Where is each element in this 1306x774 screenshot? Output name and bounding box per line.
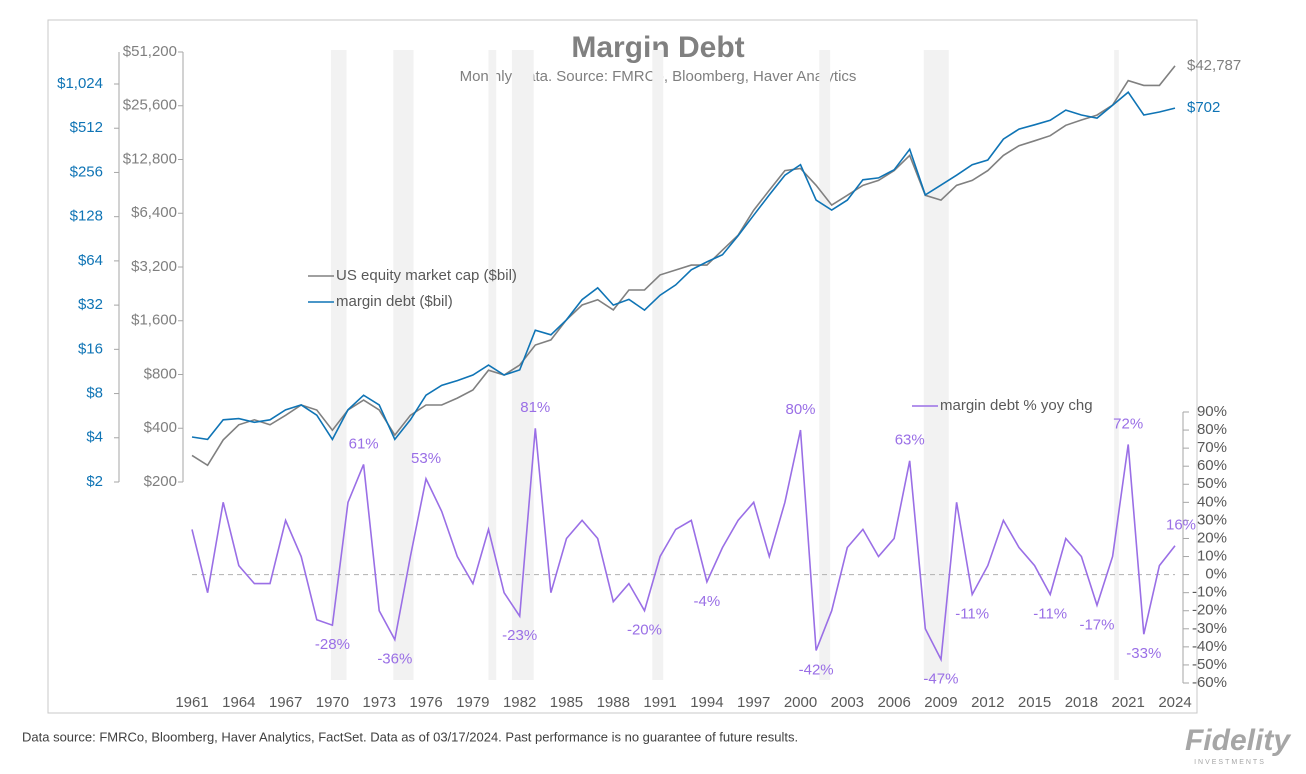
data-label: 53%	[411, 450, 441, 467]
y2-tick-label: $32	[78, 296, 103, 313]
y2-tick-label: $256	[70, 163, 103, 180]
y3-tick-label: 70%	[1197, 439, 1227, 456]
x-tick-label: 2009	[924, 694, 957, 711]
logo: Fidelity	[1185, 724, 1291, 757]
x-tick-label: 2015	[1018, 694, 1051, 711]
y2-tick-label: $512	[70, 119, 103, 136]
x-tick-label: 1985	[550, 694, 583, 711]
x-tick-label: 1961	[175, 694, 208, 711]
y3-tick-label: -30%	[1192, 620, 1227, 637]
logo-sub: INVESTMENTS	[1194, 759, 1266, 766]
data-label: 81%	[520, 399, 550, 416]
y3-tick-label: -20%	[1192, 602, 1227, 619]
data-label: -11%	[1033, 605, 1067, 622]
shaded-period	[393, 50, 414, 680]
x-tick-label: 1994	[690, 694, 723, 711]
shaded-period	[923, 50, 949, 680]
y3-tick-label: 90%	[1197, 403, 1227, 420]
x-tick-label: 1982	[503, 694, 536, 711]
y2-tick-label: $8	[86, 385, 103, 402]
y2-tick-label: $1,024	[57, 75, 103, 92]
x-tick-label: 1988	[597, 694, 630, 711]
x-tick-label: 2018	[1065, 694, 1098, 711]
y3-tick-label: 30%	[1197, 511, 1227, 528]
y-tick-label: $800	[144, 365, 177, 382]
y-tick-label: $12,800	[123, 150, 177, 167]
x-tick-label: 2024	[1158, 694, 1191, 711]
y3-tick-label: -60%	[1192, 674, 1227, 691]
data-label: -36%	[377, 651, 412, 668]
y3-tick-label: -40%	[1192, 638, 1227, 655]
y3-tick-label: -50%	[1192, 656, 1227, 673]
x-tick-label: 1997	[737, 694, 770, 711]
x-tick-label: 2000	[784, 694, 817, 711]
data-label: 16%	[1166, 517, 1196, 534]
legend-label: margin debt ($bil)	[336, 293, 453, 310]
data-label: -33%	[1126, 645, 1161, 662]
shaded-period	[652, 50, 664, 680]
x-tick-label: 1970	[316, 694, 349, 711]
data-label: 72%	[1113, 415, 1143, 432]
x-tick-label: 2006	[877, 694, 910, 711]
x-tick-label: 2012	[971, 694, 1004, 711]
y-tick-label: $25,600	[123, 97, 177, 114]
data-label: -42%	[799, 661, 834, 678]
y3-tick-label: 0%	[1205, 566, 1227, 583]
data-label: -28%	[315, 636, 350, 653]
y2-tick-label: $4	[86, 429, 103, 446]
panel-border	[47, 19, 1198, 714]
shaded-period	[488, 50, 497, 680]
series-line	[191, 65, 1176, 467]
y2-tick-label: $16	[78, 340, 103, 357]
data-label: -17%	[1079, 616, 1114, 633]
legend-label: US equity market cap ($bil)	[336, 267, 517, 284]
x-tick-label: 1967	[269, 694, 302, 711]
x-tick-label: 1973	[363, 694, 396, 711]
y3-tick-label: 20%	[1197, 529, 1227, 546]
y3-tick-label: 60%	[1197, 457, 1227, 474]
x-tick-label: 2021	[1112, 694, 1145, 711]
shaded-period	[330, 50, 347, 680]
y2-tick-label: $2	[86, 473, 103, 490]
y3-tick-label: 40%	[1197, 493, 1227, 510]
y-tick-label: $3,200	[131, 258, 177, 275]
series-line	[191, 91, 1176, 441]
data-label: $42,787	[1187, 57, 1241, 74]
data-label: 63%	[895, 432, 925, 449]
data-label: $702	[1187, 99, 1220, 116]
legend-label: margin debt % yoy chg	[940, 397, 1093, 414]
data-label: 61%	[349, 435, 379, 452]
data-label: -4%	[694, 593, 721, 610]
data-label: -11%	[955, 605, 989, 622]
y-tick-label: $51,200	[123, 43, 177, 60]
series-line	[191, 428, 1176, 663]
footnote: Data source: FMRCo, Bloomberg, Haver Ana…	[22, 729, 798, 744]
y-tick-label: $200	[144, 473, 177, 490]
y3-tick-label: 50%	[1197, 475, 1227, 492]
data-label: -23%	[502, 627, 537, 644]
x-tick-label: 2003	[831, 694, 864, 711]
y3-tick-label: 10%	[1197, 548, 1227, 565]
shaded-period	[1114, 50, 1119, 680]
x-tick-label: 1991	[643, 694, 676, 711]
x-tick-label: 1964	[222, 694, 255, 711]
data-label: 80%	[786, 401, 816, 418]
shaded-period	[819, 50, 831, 680]
x-tick-label: 1976	[409, 694, 442, 711]
y2-tick-label: $64	[78, 252, 103, 269]
y3-tick-label: -10%	[1192, 584, 1227, 601]
y3-tick-label: 80%	[1197, 421, 1227, 438]
y-tick-label: $400	[144, 419, 177, 436]
data-label: -47%	[923, 670, 958, 687]
data-label: -20%	[627, 622, 662, 639]
x-tick-label: 1979	[456, 694, 489, 711]
y-tick-label: $6,400	[131, 204, 177, 221]
y2-tick-label: $128	[70, 208, 103, 225]
y-tick-label: $1,600	[131, 312, 177, 329]
